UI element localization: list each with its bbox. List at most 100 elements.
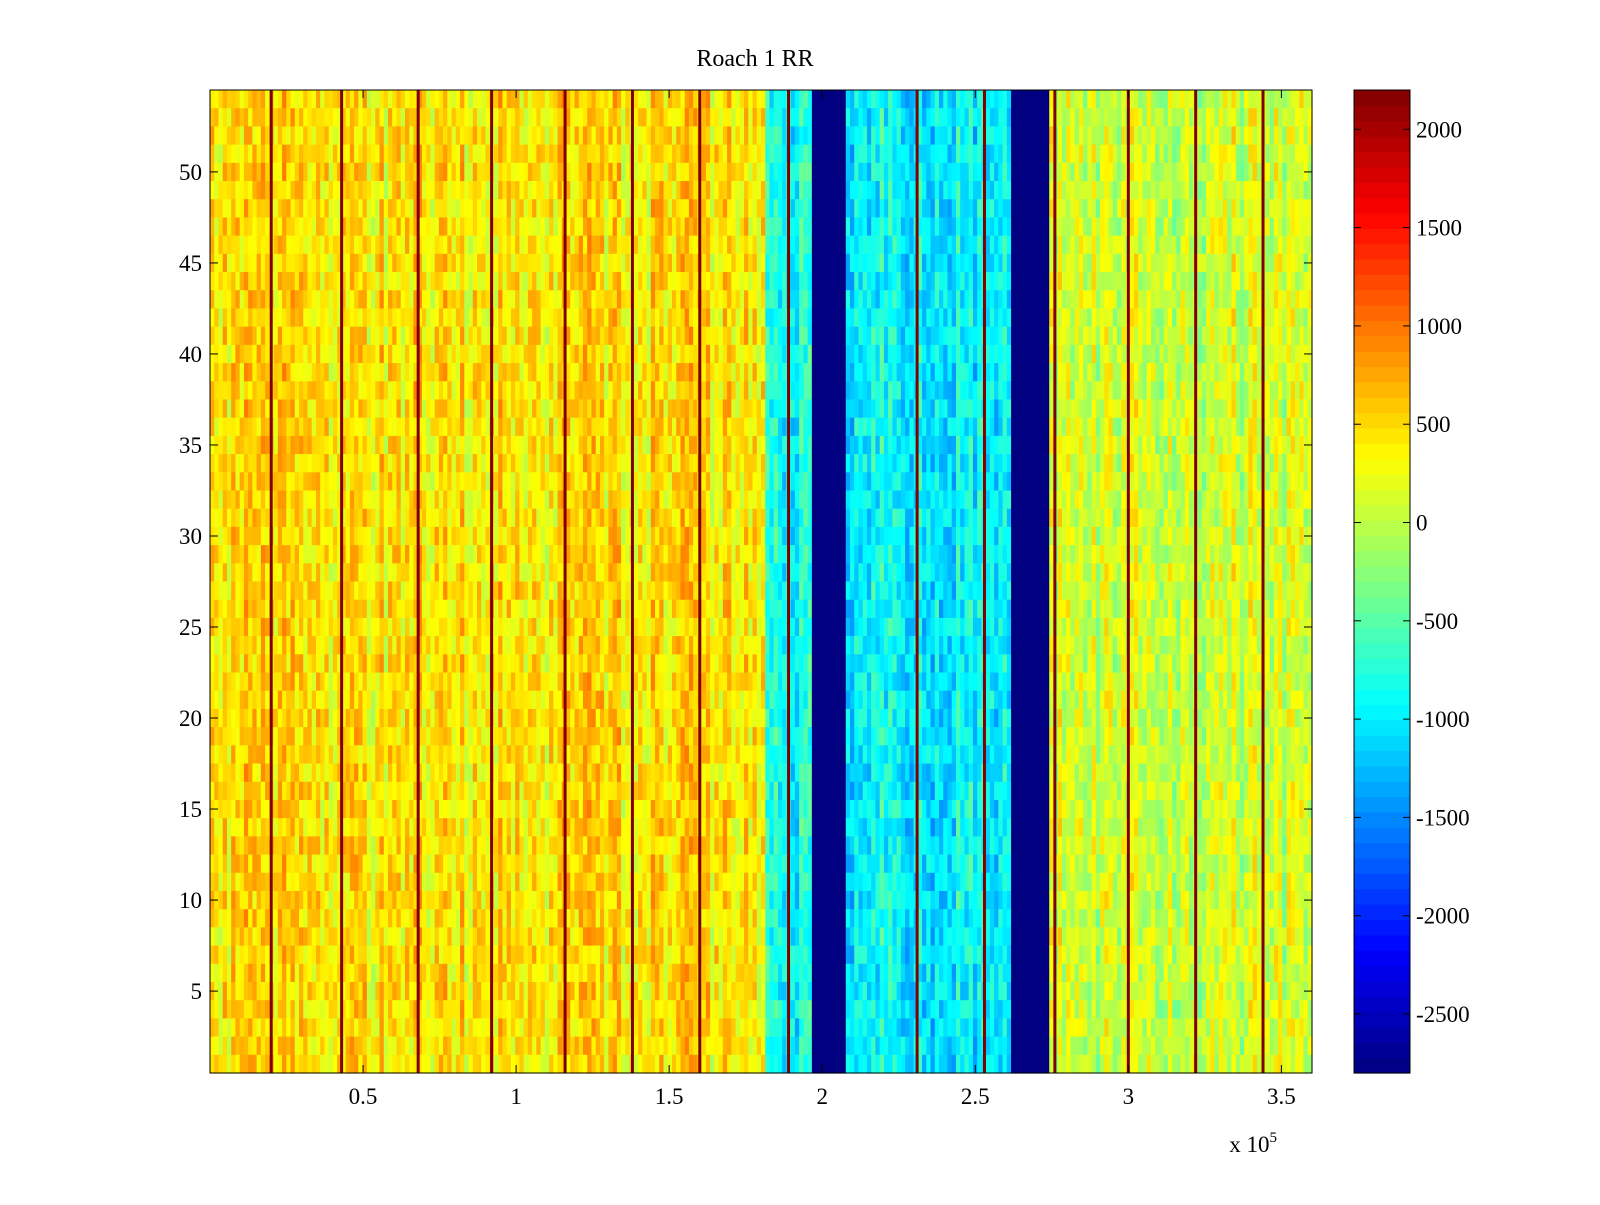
heatmap-cell xyxy=(582,235,588,255)
heatmap-cell xyxy=(379,144,385,164)
heatmap-cell xyxy=(582,945,588,965)
heatmap-cell xyxy=(290,854,296,874)
heatmap-cell xyxy=(595,1036,601,1056)
heatmap-cell xyxy=(426,1054,431,1074)
heatmap-cell xyxy=(265,235,270,255)
heatmap-cell xyxy=(515,308,521,328)
heatmap-cell xyxy=(578,199,584,219)
heatmap-cell xyxy=(226,836,232,856)
heatmap-cell xyxy=(277,599,283,619)
heatmap-cell xyxy=(222,654,228,674)
heatmap-cell xyxy=(396,162,402,182)
heatmap-cell xyxy=(481,745,487,765)
heatmap-cell xyxy=(481,872,487,892)
heatmap-cell xyxy=(430,963,436,983)
heatmap-cell xyxy=(358,799,364,819)
heatmap-cell xyxy=(315,818,321,837)
heatmap-cell xyxy=(235,290,241,310)
heatmap-cell xyxy=(248,435,253,455)
heatmap-cell xyxy=(239,872,245,892)
heatmap-cell xyxy=(392,690,398,710)
heatmap-cell xyxy=(536,199,542,219)
heatmap-cell xyxy=(358,563,364,583)
heatmap-cell xyxy=(549,508,554,528)
heatmap-cell xyxy=(358,818,364,837)
heatmap-cell xyxy=(218,963,224,983)
heatmap-cell xyxy=(311,654,317,674)
heatmap-cell xyxy=(515,890,521,910)
heatmap-cell xyxy=(468,781,474,801)
heatmap-cell xyxy=(447,563,453,583)
heatmap-cell xyxy=(417,490,423,510)
heatmap-cell xyxy=(392,854,398,874)
heatmap-cell xyxy=(421,581,427,601)
heatmap-cell xyxy=(273,690,279,710)
heatmap-cell xyxy=(566,945,571,965)
heatmap-cell xyxy=(341,272,347,291)
heatmap-cell xyxy=(451,563,457,583)
heatmap-cell xyxy=(303,763,309,783)
heatmap-cell xyxy=(502,690,508,710)
heatmap-cell xyxy=(413,454,419,473)
heatmap-cell xyxy=(243,1054,249,1074)
heatmap-cell xyxy=(421,654,427,674)
heatmap-cell xyxy=(536,344,542,364)
heatmap-cell xyxy=(337,963,342,983)
heatmap-cell xyxy=(472,945,478,965)
heatmap-cell xyxy=(472,672,478,692)
heatmap-cell xyxy=(481,235,487,255)
heatmap-cell xyxy=(299,435,304,455)
heatmap-cell xyxy=(256,909,262,928)
heatmap-cell xyxy=(214,181,220,200)
heatmap-cell xyxy=(468,672,474,692)
heatmap-cell xyxy=(303,381,309,401)
heatmap-cell xyxy=(549,909,554,928)
heatmap-cell xyxy=(315,272,321,291)
heatmap-cell xyxy=(510,690,516,710)
heatmap-cell xyxy=(265,617,270,637)
heatmap-cell xyxy=(358,181,364,200)
heatmap-cell xyxy=(282,727,287,746)
heatmap-cell xyxy=(544,126,550,146)
heatmap-cell xyxy=(379,90,385,109)
heatmap-cell xyxy=(447,162,453,182)
heatmap-cell xyxy=(540,454,546,473)
heatmap-cell xyxy=(460,363,465,382)
heatmap-cell xyxy=(222,927,228,947)
heatmap-cell xyxy=(587,417,593,437)
heatmap-cell xyxy=(426,126,431,146)
heatmap-cell xyxy=(438,290,444,310)
heatmap-cell xyxy=(510,617,516,637)
heatmap-cell xyxy=(299,708,304,728)
heatmap-cell xyxy=(451,836,457,856)
heatmap-cell xyxy=(468,617,474,637)
heatmap-cell xyxy=(523,399,529,419)
heatmap-cell xyxy=(265,108,270,127)
heatmap-cell xyxy=(294,126,300,146)
heatmap-cell xyxy=(493,636,499,655)
heatmap-cell xyxy=(540,181,546,200)
heatmap-cell xyxy=(341,1000,347,1019)
heatmap-cell xyxy=(231,818,237,837)
heatmap-cell xyxy=(222,854,228,874)
heatmap-cell xyxy=(417,126,423,146)
heatmap-cell xyxy=(328,890,334,910)
heatmap-cell xyxy=(523,217,529,237)
heatmap-cell xyxy=(557,253,563,273)
heatmap-cell xyxy=(443,526,448,546)
heatmap-cell xyxy=(421,1054,427,1074)
heatmap-cell xyxy=(566,181,571,200)
heatmap-cell xyxy=(557,490,563,510)
heatmap-cell xyxy=(409,199,415,219)
heatmap-cell xyxy=(472,435,478,455)
heatmap-cell xyxy=(218,909,224,928)
heatmap-cell xyxy=(307,654,313,674)
heatmap-cell xyxy=(587,617,593,637)
heatmap-cell xyxy=(477,126,482,146)
heatmap-cell xyxy=(396,381,402,401)
heatmap-cell xyxy=(218,454,224,473)
heatmap-cell xyxy=(582,326,588,346)
heatmap-cell xyxy=(532,799,537,819)
heatmap-cell xyxy=(345,672,351,692)
heatmap-cell xyxy=(311,1054,317,1074)
